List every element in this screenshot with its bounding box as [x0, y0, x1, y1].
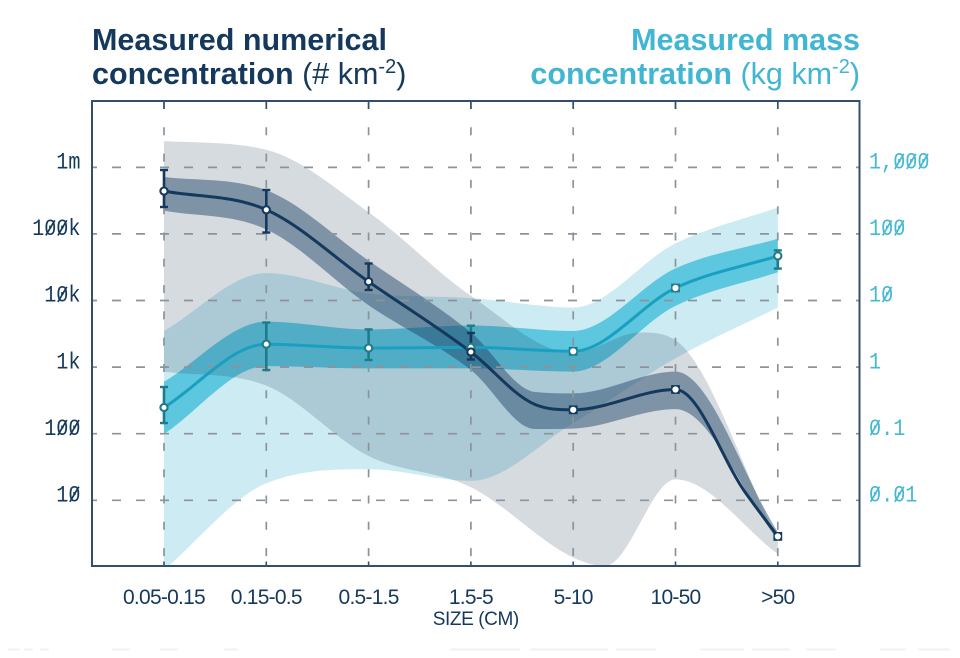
svg-text:10: 10	[869, 283, 893, 309]
svg-text:Measured mass: Measured mass	[631, 23, 860, 57]
svg-text:10-50: 10-50	[651, 586, 701, 609]
svg-text:>50: >50	[761, 586, 794, 609]
svg-text:1m: 1m	[56, 150, 80, 176]
svg-text:1k: 1k	[56, 349, 80, 375]
svg-text:0.05-0.15: 0.05-0.15	[123, 586, 205, 609]
svg-text:5-10: 5-10	[554, 586, 593, 609]
svg-text:1.5-5: 1.5-5	[449, 586, 493, 609]
svg-text:0.01: 0.01	[869, 483, 917, 509]
svg-text:0.5-1.5: 0.5-1.5	[339, 586, 399, 609]
svg-text:concentration (kg km-2): concentration (kg km-2)	[530, 56, 860, 91]
svg-text:10: 10	[56, 483, 80, 509]
svg-text:1: 1	[869, 349, 881, 375]
svg-text:Measured numerical: Measured numerical	[92, 23, 387, 57]
svg-text:SIZE (CM): SIZE (CM)	[433, 609, 519, 630]
svg-text:0.15-0.5: 0.15-0.5	[231, 586, 302, 609]
svg-text:concentration (# km-2): concentration (# km-2)	[92, 56, 406, 91]
svg-text:100k: 100k	[32, 216, 80, 242]
